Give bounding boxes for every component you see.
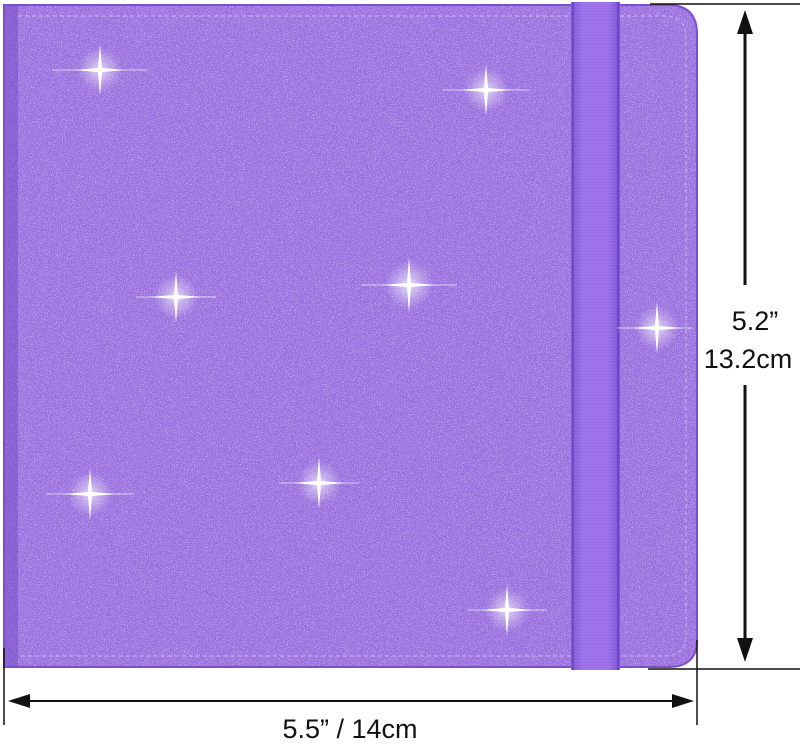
double-headed-arrow-icon xyxy=(737,10,753,662)
sparkle-icon xyxy=(46,468,134,520)
album-cover xyxy=(3,4,698,668)
sparkle-icon xyxy=(467,584,547,636)
width-label: 5.5” / 14cm xyxy=(282,714,418,744)
sparkle-icon xyxy=(442,64,530,116)
height-inches-label: 5.2” xyxy=(731,306,779,336)
sparkle-icon xyxy=(361,257,457,313)
elastic-band xyxy=(571,2,620,670)
sparkle-icon xyxy=(136,271,216,323)
width-dimension xyxy=(3,640,698,725)
sparkle-icon xyxy=(279,457,359,509)
double-headed-arrow-icon xyxy=(8,694,694,708)
sparkle-icon xyxy=(617,302,693,354)
sparkles xyxy=(46,44,693,636)
height-dimension xyxy=(648,3,800,670)
sparkle-icon xyxy=(52,44,148,96)
height-cm-label: 13.2cm xyxy=(703,344,793,374)
